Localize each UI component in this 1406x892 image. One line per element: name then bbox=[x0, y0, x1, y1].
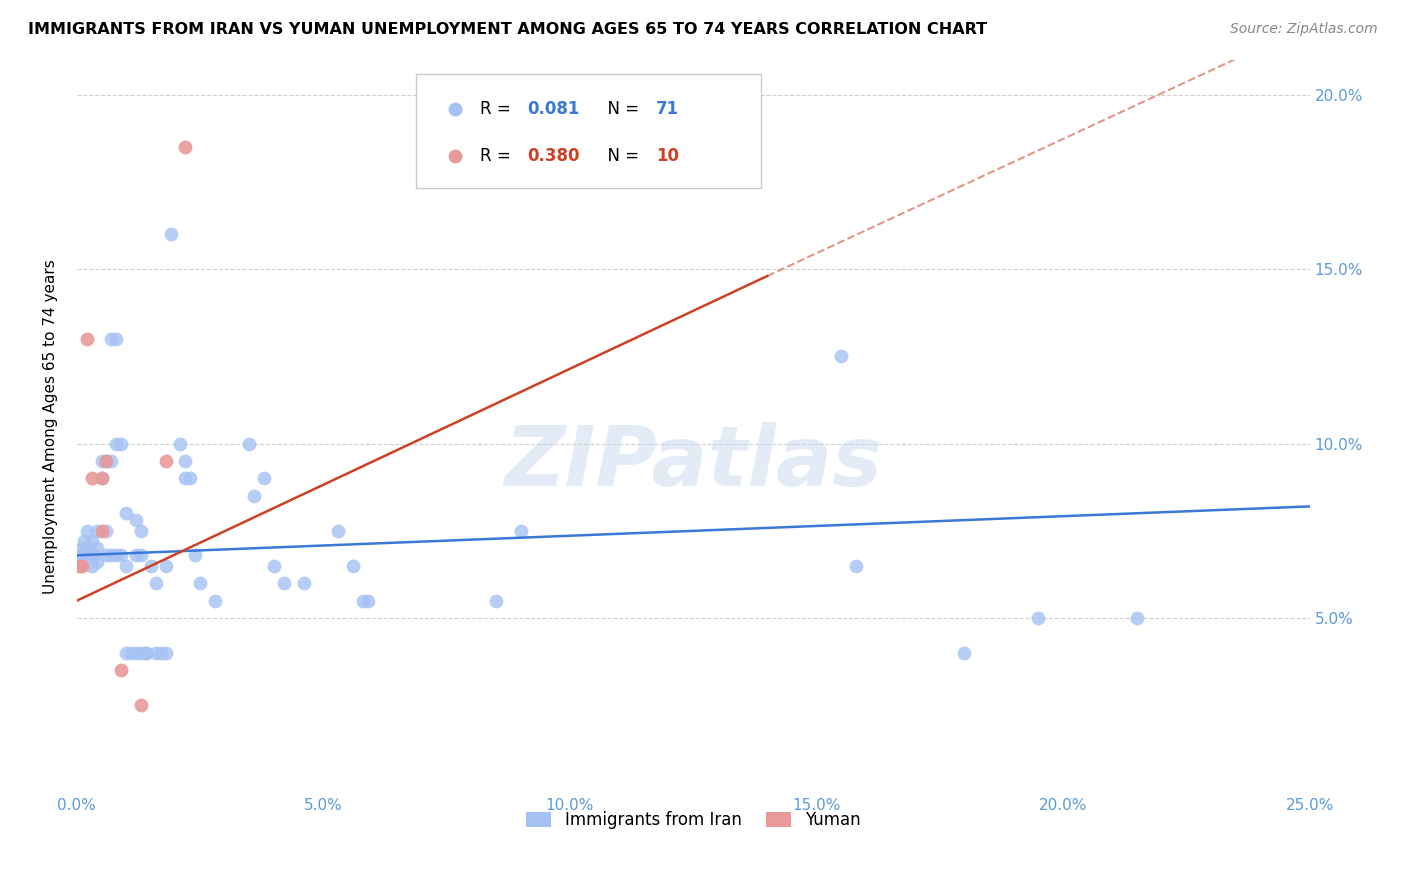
Point bbox=[73, 534, 96, 549]
Point bbox=[96, 454, 118, 468]
Point bbox=[86, 524, 108, 538]
Point bbox=[174, 454, 197, 468]
Point bbox=[238, 436, 260, 450]
Point bbox=[86, 555, 108, 569]
Point bbox=[129, 646, 152, 660]
Point bbox=[86, 541, 108, 556]
Point bbox=[105, 332, 128, 346]
Text: N =: N = bbox=[598, 147, 644, 165]
Point bbox=[105, 436, 128, 450]
Point bbox=[263, 558, 285, 573]
Point bbox=[179, 471, 201, 485]
Point bbox=[73, 549, 96, 563]
Point bbox=[342, 558, 364, 573]
Point bbox=[125, 513, 148, 527]
Point bbox=[253, 471, 276, 485]
Point bbox=[96, 454, 118, 468]
Point bbox=[830, 349, 852, 363]
Text: Source: ZipAtlas.com: Source: ZipAtlas.com bbox=[1230, 22, 1378, 37]
Text: ZIPatlas: ZIPatlas bbox=[505, 422, 882, 503]
Y-axis label: Unemployment Among Ages 65 to 74 years: Unemployment Among Ages 65 to 74 years bbox=[44, 259, 58, 593]
Text: 0.081: 0.081 bbox=[527, 100, 579, 119]
Point bbox=[1126, 611, 1149, 625]
Point bbox=[129, 549, 152, 563]
Point bbox=[67, 558, 90, 573]
Point bbox=[509, 524, 531, 538]
Text: 10: 10 bbox=[657, 147, 679, 165]
Point bbox=[485, 593, 508, 607]
Point bbox=[184, 549, 207, 563]
Point bbox=[145, 576, 167, 591]
Point bbox=[328, 524, 350, 538]
Point bbox=[90, 471, 112, 485]
Point bbox=[76, 524, 98, 538]
Point bbox=[80, 534, 103, 549]
Point bbox=[96, 524, 118, 538]
Point bbox=[115, 558, 138, 573]
Point bbox=[292, 576, 315, 591]
Point bbox=[169, 436, 191, 450]
Point bbox=[70, 549, 93, 563]
Point bbox=[145, 646, 167, 660]
Point bbox=[83, 549, 105, 563]
Point bbox=[159, 227, 181, 241]
Point bbox=[174, 140, 197, 154]
Point bbox=[845, 558, 868, 573]
Point bbox=[120, 646, 142, 660]
Text: R =: R = bbox=[479, 100, 516, 119]
Point bbox=[90, 524, 112, 538]
Text: 71: 71 bbox=[657, 100, 679, 119]
Point bbox=[357, 593, 380, 607]
Point bbox=[135, 646, 157, 660]
Point bbox=[135, 646, 157, 660]
Point bbox=[273, 576, 295, 591]
Point bbox=[80, 558, 103, 573]
Text: IMMIGRANTS FROM IRAN VS YUMAN UNEMPLOYMENT AMONG AGES 65 TO 74 YEARS CORRELATION: IMMIGRANTS FROM IRAN VS YUMAN UNEMPLOYME… bbox=[28, 22, 987, 37]
Point bbox=[76, 541, 98, 556]
Point bbox=[96, 549, 118, 563]
Point bbox=[105, 549, 128, 563]
Point bbox=[204, 593, 226, 607]
Point bbox=[139, 558, 162, 573]
Text: N =: N = bbox=[598, 100, 644, 119]
FancyBboxPatch shape bbox=[416, 74, 761, 188]
Point bbox=[243, 489, 266, 503]
Point bbox=[125, 646, 148, 660]
Point bbox=[80, 549, 103, 563]
Point bbox=[70, 541, 93, 556]
Point bbox=[129, 524, 152, 538]
Point bbox=[110, 549, 132, 563]
Point bbox=[110, 436, 132, 450]
Point bbox=[1028, 611, 1050, 625]
Point bbox=[953, 646, 976, 660]
Point bbox=[155, 454, 177, 468]
Point bbox=[188, 576, 211, 591]
Point bbox=[90, 454, 112, 468]
Point bbox=[115, 646, 138, 660]
Point bbox=[149, 646, 172, 660]
Point bbox=[155, 558, 177, 573]
Point bbox=[125, 549, 148, 563]
Point bbox=[129, 698, 152, 713]
Point bbox=[155, 646, 177, 660]
Text: R =: R = bbox=[479, 147, 516, 165]
Legend: Immigrants from Iran, Yuman: Immigrants from Iran, Yuman bbox=[519, 805, 868, 836]
Point bbox=[110, 664, 132, 678]
Point bbox=[174, 471, 197, 485]
Point bbox=[115, 507, 138, 521]
Point bbox=[352, 593, 374, 607]
Point bbox=[100, 454, 122, 468]
Point bbox=[70, 558, 93, 573]
Point bbox=[90, 471, 112, 485]
Point bbox=[100, 549, 122, 563]
Point bbox=[100, 332, 122, 346]
Point bbox=[80, 471, 103, 485]
Point bbox=[77, 541, 100, 556]
Point bbox=[67, 555, 90, 569]
Point bbox=[76, 332, 98, 346]
Text: 0.380: 0.380 bbox=[527, 147, 579, 165]
